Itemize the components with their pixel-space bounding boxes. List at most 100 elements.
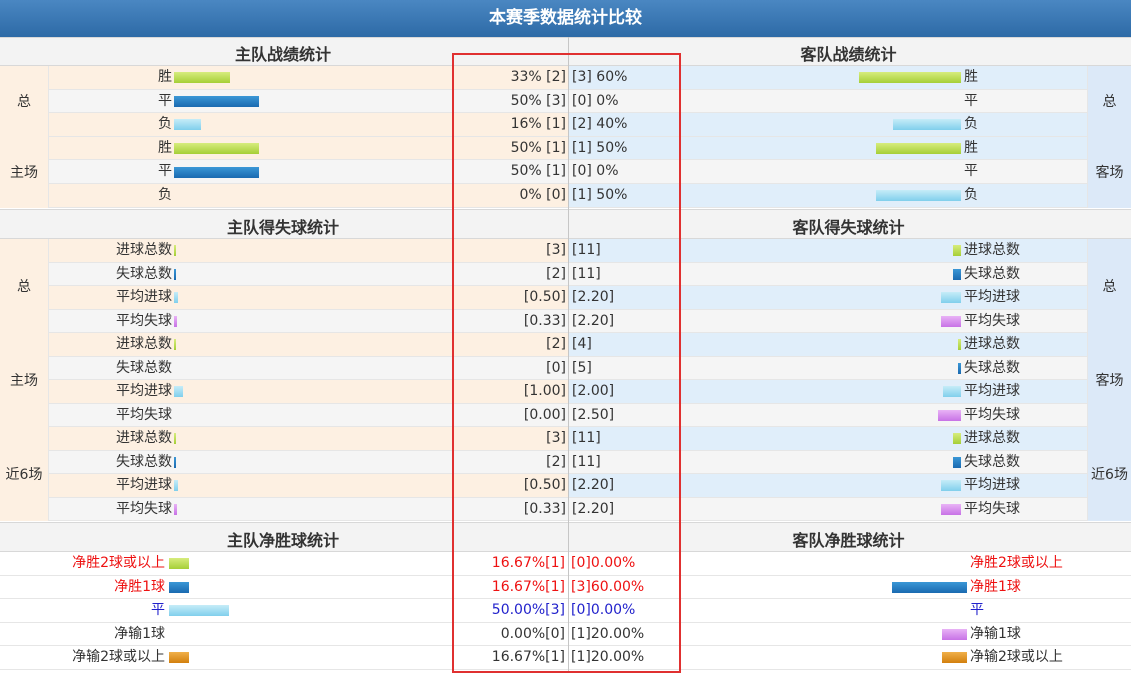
home-bar xyxy=(174,315,177,327)
table-row: 平 50% [3] [0] 0% 平 xyxy=(49,89,1087,114)
away-row-label: 失球总数 xyxy=(964,453,1020,470)
away-bar xyxy=(876,143,961,155)
home-row-label: 平均失球 xyxy=(116,406,172,423)
home-row-label: 进球总数 xyxy=(116,242,172,258)
home-net-value: 0.00%[0] xyxy=(500,625,565,642)
table-row: 失球总数 [2] [11] 失球总数 xyxy=(49,450,1087,474)
away-group-label: 近6场 xyxy=(1087,427,1131,521)
away-bar xyxy=(941,480,961,492)
away-record-title: 客队战绩统计 xyxy=(800,45,897,64)
away-bar xyxy=(953,245,961,257)
home-goals-title: 主队得失球统计 xyxy=(226,218,339,237)
away-value: [11] xyxy=(572,242,601,258)
home-bar xyxy=(174,480,178,492)
table-row: 进球总数 [3] [11] 进球总数 xyxy=(49,239,1087,263)
away-row-label: 失球总数 xyxy=(964,359,1020,376)
away-row-label: 平均进球 xyxy=(964,477,1020,493)
away-bar xyxy=(876,190,961,202)
home-row-bg xyxy=(49,309,568,332)
home-row-label: 平 xyxy=(158,163,172,180)
away-group-label: 总 xyxy=(1087,66,1131,137)
away-bar xyxy=(893,119,961,131)
home-group-label: 总 xyxy=(0,239,49,333)
away-row-bg xyxy=(568,356,1087,379)
away-bar xyxy=(941,315,961,327)
home-row-label: 失球总数 xyxy=(116,453,172,470)
home-row-bg xyxy=(49,403,568,426)
home-net-title: 主队净胜球统计 xyxy=(226,531,339,550)
table-row: 平均进球 [0.50] [2.20] 平均进球 xyxy=(49,474,1087,498)
home-bar xyxy=(169,558,190,570)
home-bar xyxy=(174,339,176,351)
home-bar xyxy=(174,72,231,84)
home-row-label: 胜 xyxy=(158,69,172,85)
home-row-bg xyxy=(49,427,568,450)
away-row-label: 平均进球 xyxy=(964,289,1020,305)
home-row-label: 平 xyxy=(158,92,172,109)
away-bar xyxy=(953,433,961,445)
home-value: 50% [1] xyxy=(510,139,566,156)
home-net-value: 16.67%[1] xyxy=(491,578,565,595)
home-row-label: 负 xyxy=(158,116,172,133)
away-value: [2.00] xyxy=(572,383,615,399)
away-bar xyxy=(958,339,961,351)
away-net-title: 客队净胜球统计 xyxy=(792,531,905,550)
home-value: [1.00] xyxy=(523,383,566,399)
home-bar xyxy=(169,605,229,617)
away-row-label: 负 xyxy=(964,116,978,133)
home-value: [2] xyxy=(546,336,566,352)
table-row: 平 50.00%[3] [0]0.00% 平 xyxy=(0,599,1131,623)
away-row-label: 进球总数 xyxy=(964,242,1020,258)
home-net-label: 平 xyxy=(151,602,165,618)
home-bar xyxy=(169,581,190,593)
away-goals-title: 客队得失球统计 xyxy=(792,218,905,237)
away-row-label: 平均失球 xyxy=(964,406,1020,423)
home-value: [0] xyxy=(546,359,566,376)
away-row-label: 平 xyxy=(964,92,978,109)
away-row-label: 负 xyxy=(964,187,978,203)
table-row: 平均失球 [0.33] [2.20] 平均失球 xyxy=(49,497,1087,521)
home-value: [0.33] xyxy=(523,500,566,517)
away-row-label: 进球总数 xyxy=(964,336,1020,352)
away-bar xyxy=(953,268,961,280)
home-row-bg xyxy=(49,497,568,520)
home-value: [2] xyxy=(546,453,566,470)
away-bar xyxy=(941,503,961,515)
home-value: [0.50] xyxy=(523,477,566,493)
home-value: 50% [3] xyxy=(510,92,566,109)
away-row-label: 胜 xyxy=(964,139,978,156)
away-row-bg xyxy=(568,333,1087,356)
away-row-label: 平均失球 xyxy=(964,312,1020,329)
away-value: [11] xyxy=(572,265,601,282)
home-bar xyxy=(174,433,176,445)
away-net-value: [1]20.00% xyxy=(571,649,645,665)
away-value: [11] xyxy=(572,453,601,470)
away-bar xyxy=(941,292,961,304)
home-bar xyxy=(174,292,178,304)
home-row-bg xyxy=(49,239,568,262)
away-bar xyxy=(953,456,961,468)
home-row-label: 负 xyxy=(158,187,172,203)
home-value: 50% [1] xyxy=(510,163,566,180)
away-value: [2.50] xyxy=(572,406,615,423)
home-bar xyxy=(169,652,190,664)
home-row-label: 进球总数 xyxy=(116,430,172,446)
table-row: 胜 33% [2] [3] 60% 胜 xyxy=(49,66,1087,90)
home-bar xyxy=(174,143,259,155)
away-value: [3] 60% xyxy=(572,69,628,85)
home-value: [3] xyxy=(546,430,566,446)
table-row: 进球总数 [3] [11] 进球总数 xyxy=(49,427,1087,451)
home-row-label: 平均进球 xyxy=(116,289,172,305)
home-bar xyxy=(174,245,176,257)
table-row: 净输2球或以上 16.67%[1] [1]20.00% 净输2球或以上 xyxy=(0,646,1131,670)
home-value: 33% [2] xyxy=(510,69,566,85)
home-row-bg xyxy=(49,333,568,356)
home-bar xyxy=(174,166,259,178)
away-bar xyxy=(942,628,967,640)
table-row: 平均进球 [1.00] [2.00] 平均进球 xyxy=(49,380,1087,404)
home-record-title: 主队战绩统计 xyxy=(234,45,331,64)
away-row-bg xyxy=(568,89,1087,113)
table-row: 负 0% [0] [1] 50% 负 xyxy=(49,184,1087,208)
home-bar xyxy=(174,95,259,107)
home-value: [3] xyxy=(546,242,566,258)
